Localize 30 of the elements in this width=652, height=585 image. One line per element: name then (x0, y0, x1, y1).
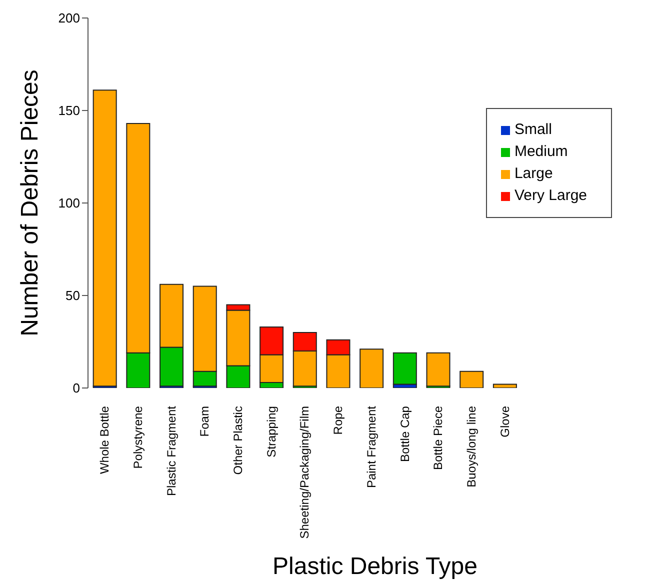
bar (360, 348, 384, 388)
y-tick-label: 50 (66, 288, 80, 304)
x-tick-label: Rope (331, 406, 346, 435)
x-tick-label: Sheeting/Packaging/Film (298, 406, 312, 539)
x-tick-label: Other Plastic (231, 406, 246, 475)
legend-label: Very Large (514, 187, 587, 204)
bar (426, 352, 450, 387)
legend-label: Medium (514, 143, 568, 160)
y-tick-label: 150 (58, 103, 80, 118)
y-tick-label: 200 (58, 10, 80, 26)
x-tick-label: Bottle Piece (431, 406, 446, 470)
x-axis-title: Plastic Debris Type (272, 553, 478, 581)
x-tick-label: Polystyrene (131, 406, 146, 469)
x-tick-label: Paint Fragment (364, 405, 378, 488)
bar (92, 90, 117, 387)
x-tick-label: Bottle Cap (398, 406, 412, 462)
y-tick-label: 0 (72, 380, 80, 396)
x-tick-label: Plastic Fragment (164, 405, 178, 496)
x-tick-label: Strapping (264, 406, 278, 458)
x-tick-label: Foam (198, 406, 212, 437)
legend-label: Small (514, 121, 552, 138)
bar (392, 352, 417, 385)
legend-label: Large (514, 165, 553, 182)
x-tick-label: Buoys/long line (464, 406, 478, 488)
bar (492, 384, 517, 388)
x-tick-label: Whole Bottle (98, 406, 112, 474)
bar (460, 370, 484, 388)
y-tick-label: 100 (58, 196, 80, 211)
y-axis-title: Number of Debris Pieces (16, 70, 44, 336)
x-tick-label: Glove (498, 406, 512, 438)
